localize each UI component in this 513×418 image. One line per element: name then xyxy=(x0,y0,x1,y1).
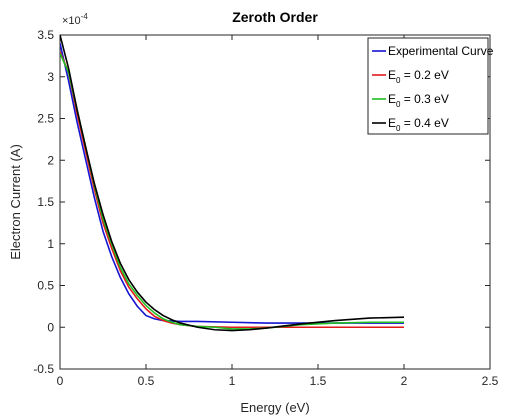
x-tick-label: 0.5 xyxy=(138,374,155,388)
x-tick-label: 2.5 xyxy=(482,374,499,388)
x-axis-ticks: 0 0.5 1 1.5 2 2.5 xyxy=(57,35,499,388)
y-tick-label: 3.5 xyxy=(37,28,54,42)
series-layer xyxy=(60,35,405,332)
legend-label-1: E0 = 0.2 eV xyxy=(388,68,449,85)
y-tick-label: 1.5 xyxy=(37,195,54,209)
legend-box xyxy=(367,37,489,135)
series-line-0 xyxy=(60,43,404,324)
y-tick-label: 1 xyxy=(47,237,54,251)
y-axis-exponent-label: ×10-4 xyxy=(62,12,88,27)
y-tick-label: 2 xyxy=(47,153,54,167)
x-tick-label: 0 xyxy=(57,374,64,388)
y-tick-label: 0 xyxy=(47,320,54,334)
chart-title: Zeroth Order xyxy=(232,9,318,25)
y-axis-ticks: -0.5 0 0.5 1 1.5 2 2.5 3 3.5 xyxy=(33,28,490,376)
series-line-3 xyxy=(60,35,405,332)
series-line-1 xyxy=(60,51,404,329)
legend-label-2: E0 = 0.3 eV xyxy=(388,92,449,109)
legend-label-3: E0 = 0.4 eV xyxy=(388,116,449,133)
x-tick-label: 1 xyxy=(229,374,236,388)
x-axis-label: Energy (eV) xyxy=(240,400,309,415)
y-tick-label: 2.5 xyxy=(37,112,54,126)
y-tick-label: -0.5 xyxy=(33,362,54,376)
x-tick-label: 1.5 xyxy=(310,374,327,388)
y-tick-label: 3 xyxy=(47,70,54,84)
y-tick-label: 0.5 xyxy=(37,279,54,293)
legend-label-0: Experimental Curve xyxy=(388,44,494,58)
x-tick-label: 2 xyxy=(401,374,408,388)
y-axis-label: Electron Current (A) xyxy=(8,144,23,260)
legend: Experimental Curve E0 = 0.2 eV E0 = 0.3 eV… xyxy=(367,37,494,135)
